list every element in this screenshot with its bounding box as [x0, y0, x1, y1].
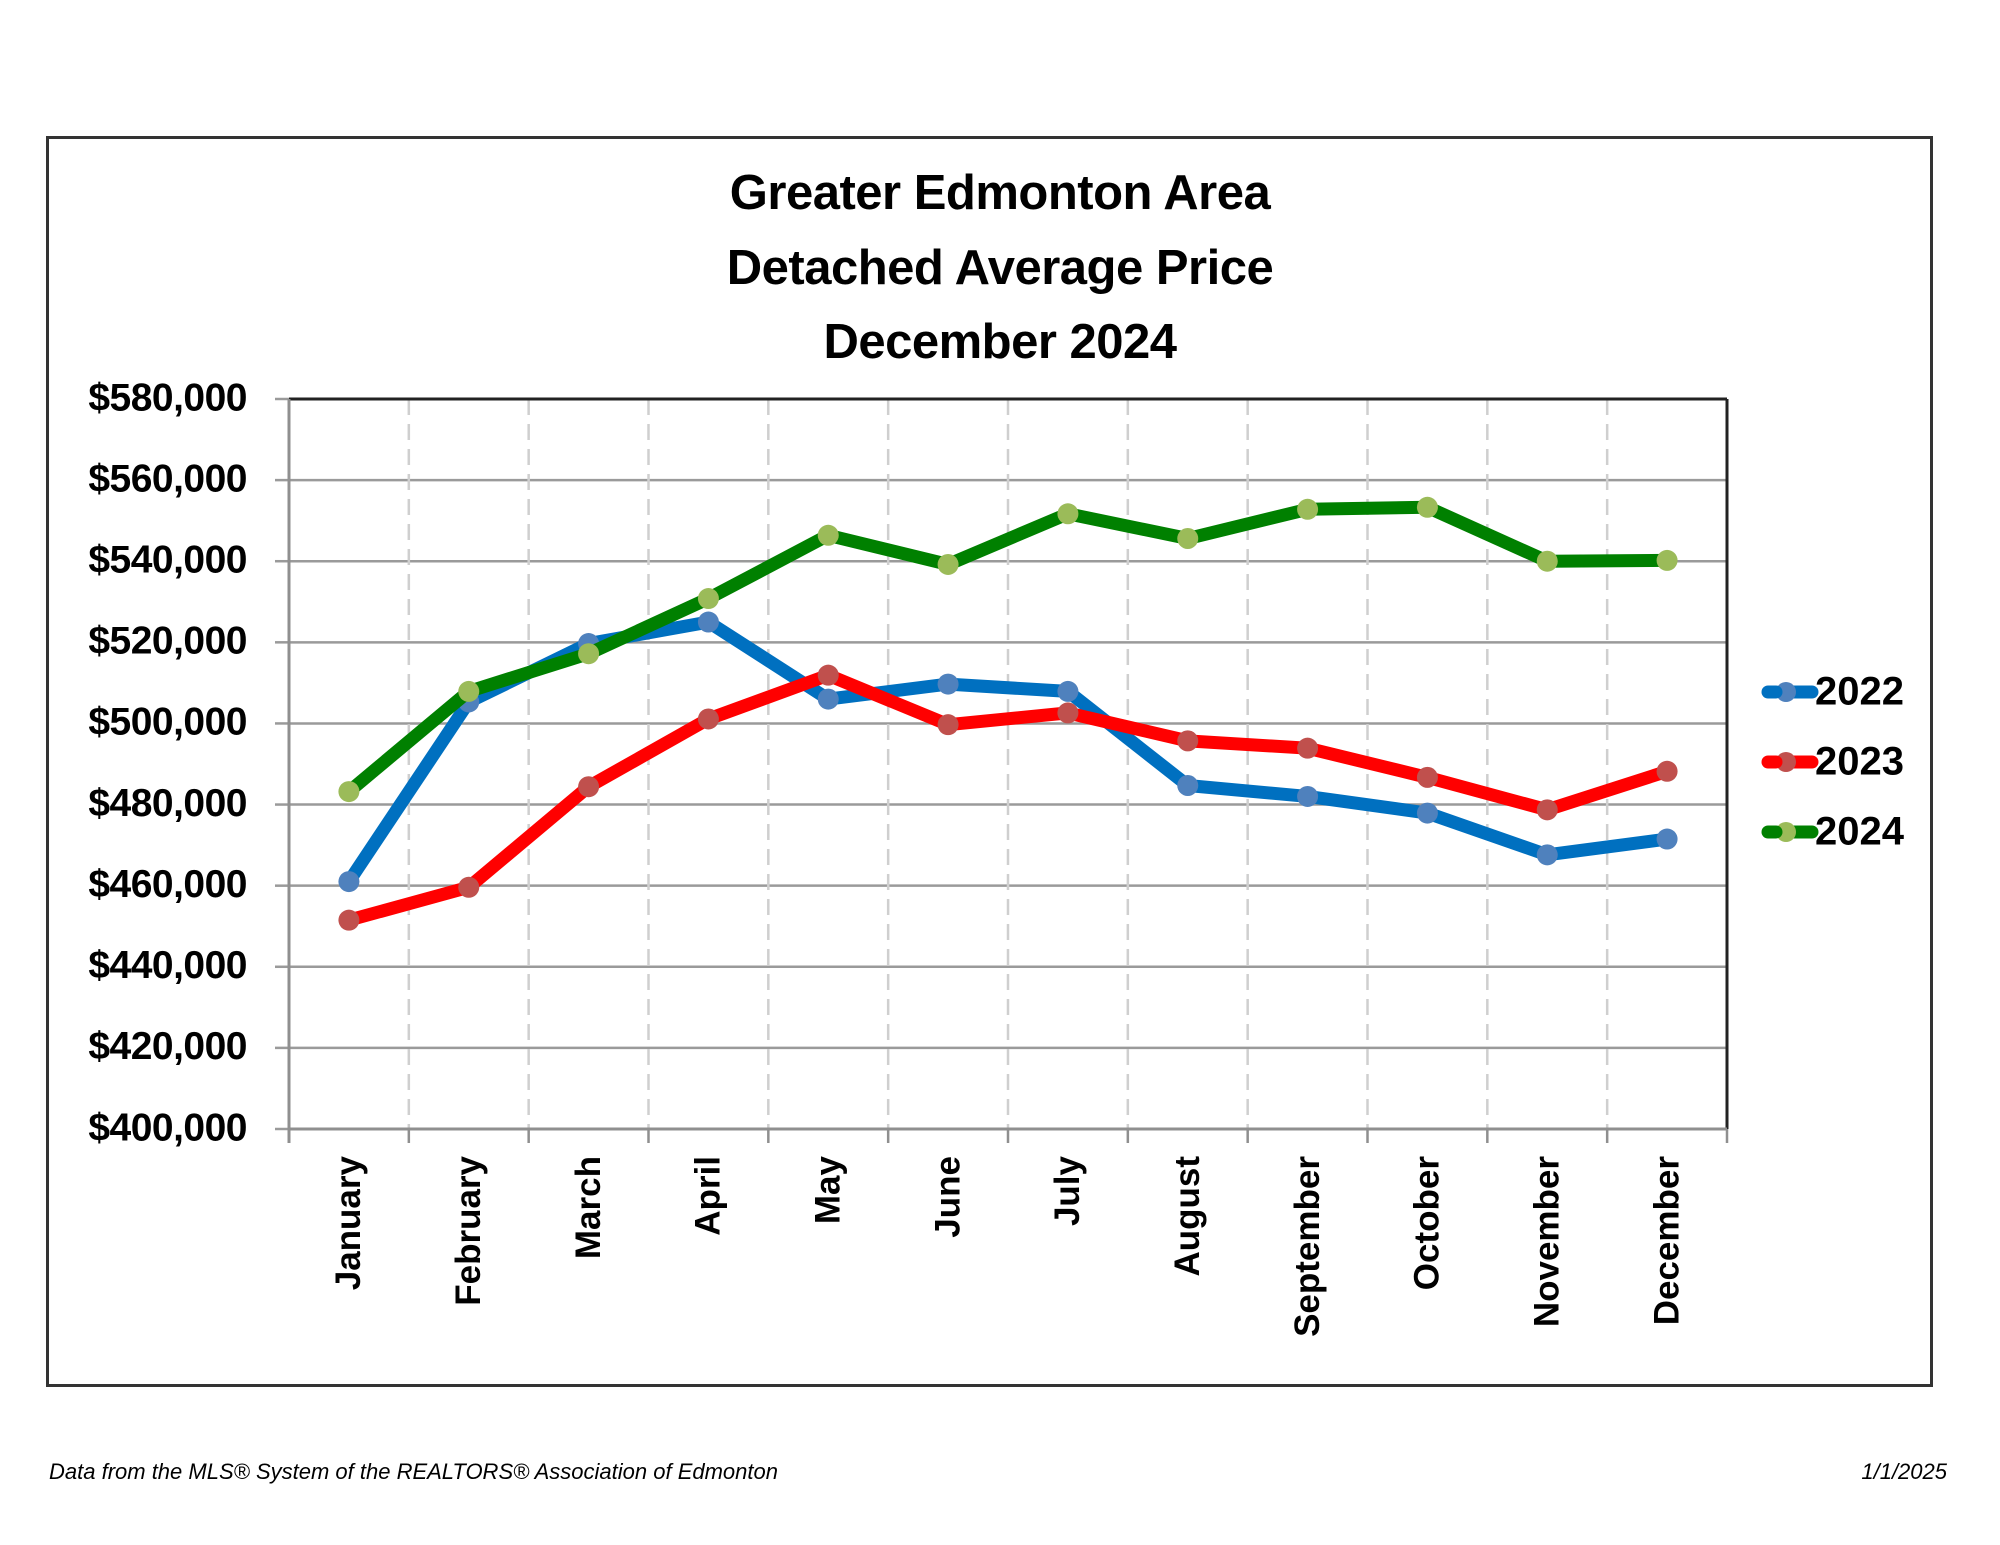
data-point-2022: [1177, 774, 1199, 796]
series-line-2024: [342, 500, 1674, 799]
data-point-2022: [1416, 802, 1438, 824]
chart-title-line-3: December 2024: [823, 315, 1177, 369]
data-point-2024: [458, 680, 480, 702]
y-tick-label: $580,000: [88, 376, 247, 419]
y-tick-label: $560,000: [88, 457, 247, 500]
data-point-2024: [1057, 503, 1079, 525]
data-point-2024: [1656, 549, 1678, 571]
data-point-2022: [1057, 680, 1079, 702]
data-point-2023: [697, 708, 719, 730]
legend-marker-2023: [1776, 752, 1796, 772]
data-point-2024: [1536, 550, 1558, 572]
legend-label-2023: 2023: [1815, 740, 1904, 784]
y-tick-label: $500,000: [88, 701, 247, 744]
data-point-2024: [937, 553, 959, 575]
data-point-2024: [697, 588, 719, 610]
series-2024: [338, 496, 1678, 803]
legend-item-2022: 2022: [1761, 670, 1904, 714]
data-point-2023: [1536, 799, 1558, 821]
data-point-2024: [817, 524, 839, 546]
series-2023: [338, 664, 1678, 931]
x-axis-tick-labels: January February March April May June July Augu…: [329, 1155, 1686, 1336]
chart-title-line-2: Detached Average Price: [726, 241, 1274, 295]
data-point-2022: [817, 688, 839, 710]
data-point-2023: [1656, 760, 1678, 782]
x-tick-label: October: [1408, 1156, 1447, 1291]
x-tick-label: August: [1168, 1156, 1207, 1277]
y-tick-label: $400,000: [88, 1106, 247, 1149]
legend-item-2024: 2024: [1761, 810, 1905, 854]
data-point-2022: [1536, 844, 1558, 866]
x-tick-label: January: [329, 1155, 368, 1290]
legend-item-2023: 2023: [1761, 740, 1904, 784]
data-point-2023: [1177, 730, 1199, 752]
data-point-2024: [578, 643, 600, 665]
x-tick-label: April: [689, 1156, 728, 1236]
data-point-2022: [338, 871, 360, 893]
footer-source-note: Data from the MLS® System of the REALTOR…: [49, 1459, 778, 1484]
data-point-2022: [1656, 828, 1678, 850]
x-tick-label: September: [1288, 1156, 1327, 1337]
vertical-gridlines: [407, 399, 1609, 1129]
legend-marker-2022: [1776, 682, 1796, 702]
legend: 2022 2023 2024: [1761, 670, 1905, 854]
data-point-2022: [937, 673, 959, 695]
data-point-2023: [458, 876, 480, 898]
data-point-2023: [937, 714, 959, 736]
data-point-2023: [1416, 766, 1438, 788]
data-point-2023: [817, 664, 839, 686]
x-tick-label: March: [569, 1156, 608, 1259]
data-point-2023: [338, 909, 360, 931]
series-group: [338, 496, 1678, 931]
axes: [275, 397, 1729, 1143]
y-tick-label: $520,000: [88, 620, 247, 663]
data-point-2022: [697, 611, 719, 633]
chart-frame: [46, 136, 1933, 1387]
legend-marker-2024: [1776, 822, 1796, 842]
data-point-2024: [1177, 528, 1199, 550]
y-tick-label: $420,000: [88, 1025, 247, 1068]
y-tick-label: $480,000: [88, 782, 247, 825]
data-point-2024: [1297, 498, 1319, 520]
x-tick-label: June: [928, 1156, 967, 1238]
y-tick-label: $440,000: [88, 944, 247, 987]
x-tick-label: December: [1647, 1156, 1686, 1326]
data-point-2023: [1057, 702, 1079, 724]
data-point-2024: [338, 781, 360, 803]
x-tick-label: July: [1048, 1155, 1087, 1226]
data-point-2023: [578, 776, 600, 798]
footer-date: 1/1/2025: [1861, 1459, 1947, 1484]
legend-label-2024: 2024: [1815, 810, 1905, 854]
y-axis-tick-labels: $400,000 $420,000 $440,000 $460,000 $480,000…: [88, 376, 247, 1149]
data-point-2023: [1297, 737, 1319, 759]
y-tick-label: $460,000: [88, 863, 247, 906]
data-point-2024: [1416, 496, 1438, 518]
x-tick-label: November: [1528, 1156, 1567, 1328]
series-line-2023: [342, 668, 1674, 927]
x-tick-label: February: [449, 1155, 488, 1305]
chart-title-line-1: Greater Edmonton Area: [729, 166, 1271, 220]
data-point-2022: [1297, 785, 1319, 807]
y-tick-label: $540,000: [88, 539, 247, 582]
legend-label-2022: 2022: [1815, 670, 1904, 714]
x-tick-label: May: [809, 1155, 848, 1224]
